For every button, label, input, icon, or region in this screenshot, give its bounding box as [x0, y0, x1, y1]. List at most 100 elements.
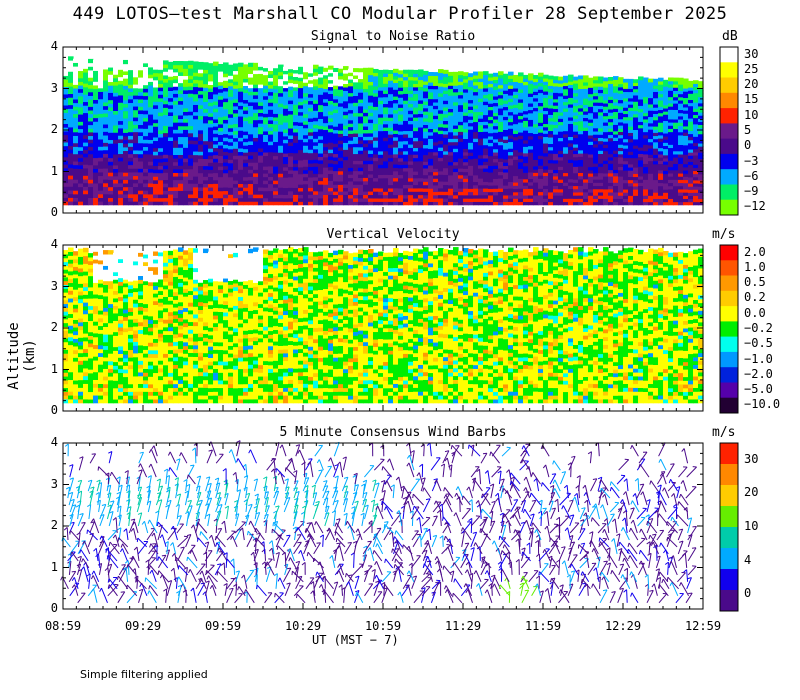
- snr-cell: [403, 127, 409, 132]
- snr-cell: [558, 156, 564, 161]
- snr-cell: [373, 143, 379, 148]
- snr-cell: [128, 73, 134, 78]
- snr-cell: [433, 95, 439, 100]
- snr-cell: [678, 201, 684, 206]
- snr-cell: [593, 166, 599, 171]
- snr-cell: [383, 86, 389, 91]
- snr-cell: [543, 198, 549, 203]
- snr-cell: [328, 183, 334, 188]
- snr-cell: [658, 103, 664, 107]
- snr-cell: [153, 119, 159, 124]
- snr-cell: [273, 71, 279, 76]
- snr-cell: [378, 157, 384, 162]
- snr-cell: [73, 146, 79, 151]
- snr-cell: [238, 144, 244, 149]
- snr-cell: [343, 149, 349, 154]
- snr-cell: [318, 87, 324, 92]
- snr-cell: [433, 85, 439, 90]
- snr-cell: [253, 66, 259, 71]
- snr-cell: [323, 170, 329, 175]
- snr-cell: [148, 175, 154, 180]
- snr-cell: [633, 98, 639, 102]
- snr-cell: [608, 153, 614, 158]
- snr-cell: [583, 81, 589, 86]
- snr-cell: [538, 142, 544, 146]
- snr-cell: [393, 167, 399, 172]
- snr-cell: [638, 82, 644, 87]
- snr-cell: [673, 198, 679, 203]
- snr-cell: [128, 109, 134, 114]
- snr-cell: [103, 156, 109, 162]
- snr-cell: [428, 105, 434, 110]
- snr-cell: [678, 141, 684, 145]
- snr-cell: [313, 110, 319, 115]
- snr-cell: [98, 84, 104, 89]
- snr-cell: [403, 137, 409, 142]
- snr-cell: [113, 124, 119, 130]
- snr-cell: [503, 191, 509, 196]
- snr-cell: [443, 106, 449, 111]
- snr-cell: [248, 101, 254, 106]
- snr-cell: [103, 87, 109, 92]
- snr-cell: [153, 115, 159, 120]
- snr-cell: [493, 132, 499, 137]
- snr-cell: [523, 152, 529, 157]
- snr-cell: [388, 160, 394, 165]
- snr-cell: [248, 172, 254, 177]
- snr-cell: [398, 140, 404, 145]
- snr-cell: [663, 117, 669, 122]
- snr-cell: [458, 127, 464, 132]
- snr-cell: [673, 201, 679, 206]
- snr-cell: [478, 154, 484, 159]
- snr-cell: [203, 94, 209, 99]
- snr-cell: [628, 88, 634, 93]
- snr-cell: [133, 175, 139, 180]
- snr-cell: [448, 151, 454, 156]
- snr-cell: [528, 106, 534, 111]
- snr-cell: [488, 165, 494, 170]
- snr-cell: [163, 165, 169, 170]
- snr-cell: [403, 177, 409, 182]
- snr-cell: [63, 134, 69, 139]
- snr-cell: [378, 167, 384, 172]
- snr-cell: [523, 126, 529, 131]
- snr-cell: [613, 79, 619, 84]
- snr-cell: [193, 129, 199, 134]
- snr-cell: [648, 173, 654, 177]
- snr-cell: [213, 72, 219, 77]
- snr-cell: [483, 114, 489, 119]
- snr-cell: [198, 129, 204, 134]
- snr-cell: [173, 78, 179, 84]
- snr-cell: [318, 201, 324, 206]
- snr-cell: [108, 175, 114, 180]
- snr-cell: [133, 105, 139, 111]
- snr-cell: [458, 81, 464, 86]
- snr-cell: [508, 184, 514, 189]
- snr-cell: [123, 67, 129, 72]
- snr-cell: [88, 95, 94, 100]
- snr-cell: [143, 73, 149, 78]
- snr-cell: [638, 188, 644, 193]
- snr-cell: [353, 119, 359, 124]
- snr-cell: [508, 181, 514, 186]
- snr-cell: [628, 154, 634, 159]
- snr-cell: [243, 78, 249, 83]
- snr-cell: [183, 193, 189, 199]
- snr-cell: [668, 122, 674, 126]
- snr-cell: [183, 125, 189, 130]
- snr-cell: [543, 201, 549, 206]
- snr-cell: [558, 83, 564, 87]
- snr-cell: [333, 184, 339, 189]
- snr-cell: [378, 100, 384, 105]
- snr-cell: [418, 110, 424, 114]
- snr-cell: [413, 144, 419, 149]
- snr-cell: [593, 124, 599, 129]
- snr-cell: [678, 166, 684, 171]
- snr-cell: [188, 85, 194, 91]
- snr-cell: [383, 174, 389, 179]
- snr-cell: [168, 65, 174, 70]
- snr-cell: [573, 140, 579, 145]
- snr-cell: [423, 174, 429, 179]
- snr-cell: [448, 171, 454, 176]
- snr-cell: [443, 177, 449, 182]
